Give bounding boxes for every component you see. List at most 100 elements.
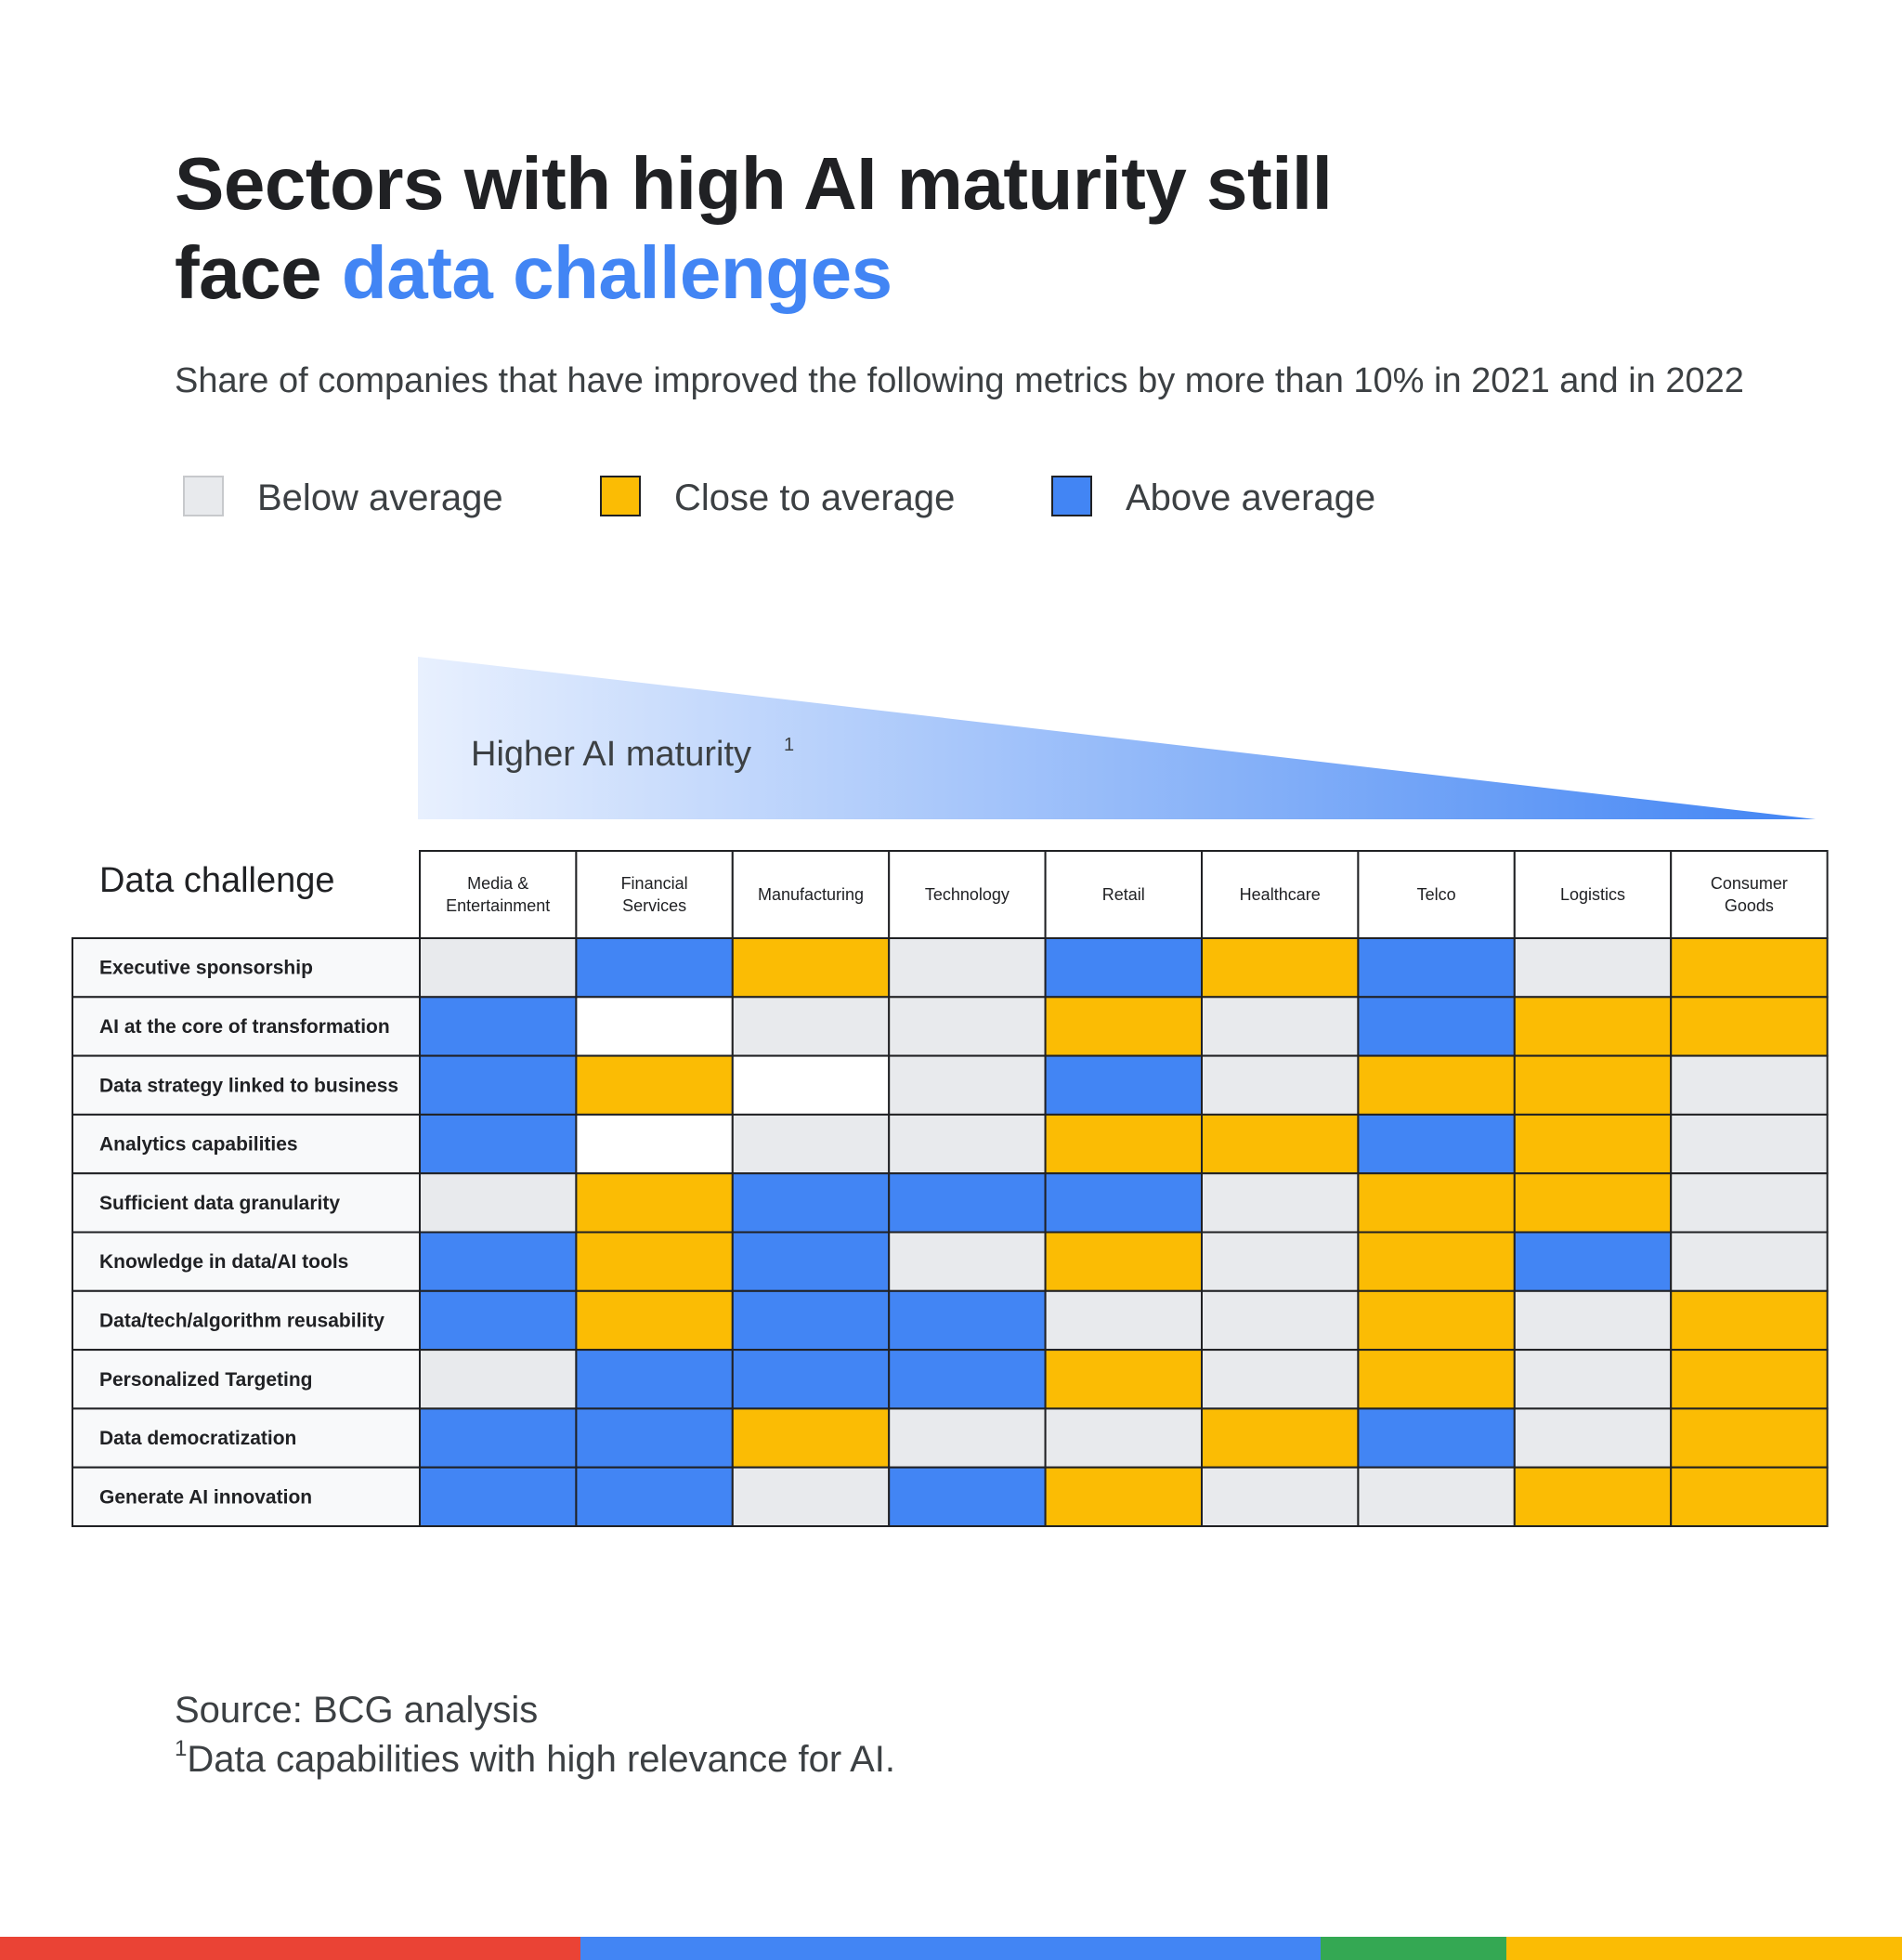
heatmap-cell <box>888 1172 1047 1234</box>
heatmap-cell <box>888 937 1047 999</box>
heatmap-cell <box>419 1466 578 1527</box>
heatmap-cell <box>1044 1231 1203 1292</box>
column-header-line: Telco <box>1417 885 1456 904</box>
column-header-label: Media & Entertainment <box>446 874 550 915</box>
heatmap-cell <box>1513 1289 1673 1352</box>
heatmap-cell <box>419 1231 578 1292</box>
maturity-label: Higher AI maturity <box>471 735 751 774</box>
title-line-2: face data challenges <box>175 229 1753 318</box>
legend-label-below: Below average <box>257 477 503 518</box>
row-label: Analytics capabilities <box>99 1134 298 1156</box>
heatmap-cell <box>1357 1349 1516 1410</box>
title-line-2-prefix: face <box>175 231 342 314</box>
title-line-1: Sectors with high AI maturity still <box>175 142 1333 225</box>
heatmap-cell <box>575 1054 734 1116</box>
heatmap-cell <box>419 996 578 1057</box>
heatmap-cell <box>888 1407 1047 1469</box>
column-header-label: Healthcare <box>1240 885 1321 904</box>
heatmap-cell <box>1201 1289 1360 1352</box>
chart-subtitle: Share of companies that have improved th… <box>175 361 1744 400</box>
heatmap-cell <box>1201 1231 1360 1292</box>
source-note: Source: BCG analysis <box>175 1690 539 1731</box>
column-header-label: Telco <box>1417 885 1456 904</box>
heatmap-cell <box>1044 937 1203 999</box>
heatmap-cell <box>731 1172 891 1234</box>
heatmap-cell <box>731 1289 891 1352</box>
column-header-cell <box>1670 850 1829 939</box>
heatmap-cell <box>1670 1407 1829 1469</box>
heatmap-cell <box>1513 1172 1673 1234</box>
column-header-line: Consumer <box>1711 874 1788 893</box>
footnote-marker: 1 <box>175 1736 188 1761</box>
heatmap-cell <box>731 1231 891 1292</box>
heatmap-cell <box>1201 1054 1360 1116</box>
column-header-line: Technology <box>925 885 1010 904</box>
heatmap-cell <box>1513 1054 1673 1116</box>
maturity-gradient-wedge <box>418 657 1816 819</box>
heatmap-cell <box>419 1289 578 1352</box>
chart-title: Sectors with high AI maturity still face… <box>175 139 1753 318</box>
legend-swatch-below <box>183 476 224 516</box>
column-header-cell <box>419 850 578 939</box>
heatmap-cell <box>419 1407 578 1469</box>
column-header-label: Financial Services <box>621 874 688 915</box>
heatmap-cell <box>731 937 891 999</box>
heatmap-cell <box>1201 1466 1360 1527</box>
heatmap-cell <box>575 996 734 1057</box>
row-label: Personalized Targeting <box>99 1369 313 1391</box>
legend-swatch-close <box>600 476 641 516</box>
heatmap-cell <box>1670 1054 1829 1116</box>
brand-bar-red <box>0 1937 580 1960</box>
row-label: AI at the core of transformation <box>99 1016 390 1038</box>
heatmap-cell <box>1044 1113 1203 1175</box>
column-header-cell <box>575 850 734 939</box>
brand-bar-blue <box>580 1937 1321 1960</box>
heatmap-cell <box>419 1172 578 1234</box>
heatmap-cell <box>1201 1349 1360 1410</box>
heatmap-cell <box>731 1407 891 1469</box>
column-header-cell <box>1044 850 1203 939</box>
heatmap-cell <box>575 1231 734 1292</box>
row-header-label: Data challenge <box>99 861 335 900</box>
footnote-1: 1Data capabilities with high relevance f… <box>175 1735 895 1784</box>
heatmap-cell <box>1357 937 1516 999</box>
heatmap-cell <box>1670 1349 1829 1410</box>
heatmap-cell <box>888 1113 1047 1175</box>
column-header-label: Consumer Goods <box>1711 874 1788 915</box>
column-header-cell <box>1201 850 1360 939</box>
heatmap-cell <box>1670 1466 1829 1527</box>
heatmap-cell <box>419 937 578 999</box>
heatmap-cell <box>731 996 891 1057</box>
row-label-cell <box>72 1113 421 1175</box>
heatmap-cell <box>1670 1231 1829 1292</box>
heatmap-cell <box>1357 1466 1516 1527</box>
row-label-cell <box>72 1289 421 1352</box>
heatmap-chart: Higher AI maturity 1 Data challenge Media &… <box>72 657 1829 1527</box>
heatmap-cell <box>888 1349 1047 1410</box>
heatmap-cell <box>888 1231 1047 1292</box>
heatmap-cell <box>1670 1113 1829 1175</box>
row-label-cell <box>72 1466 421 1527</box>
heatmap-cell <box>1201 1407 1360 1469</box>
title-accent: data challenges <box>341 231 892 314</box>
brand-bar-green <box>1321 1937 1506 1960</box>
column-header-line: Services <box>622 896 686 915</box>
heatmap-cell <box>1044 1054 1203 1116</box>
heatmap-cell <box>1044 1289 1203 1352</box>
row-label: Knowledge in data/AI tools <box>99 1251 348 1273</box>
heatmap-cell <box>1357 1113 1516 1175</box>
heatmap-cell <box>1044 1407 1203 1469</box>
column-header-label: Retail <box>1102 885 1145 904</box>
heatmap-cell <box>1201 937 1360 999</box>
legend-label-above: Above average <box>1126 477 1376 518</box>
heatmap-cell <box>1357 1289 1516 1352</box>
heatmap-cell <box>575 1172 734 1234</box>
brand-color-bar <box>0 1937 1902 1960</box>
column-header-cell <box>731 850 891 939</box>
legend-label-close: Close to average <box>674 477 956 518</box>
heatmap-cell <box>1513 1349 1673 1410</box>
heatmap-cell <box>1044 1349 1203 1410</box>
heatmap-cell <box>1513 1466 1673 1527</box>
heatmap-cell <box>1513 1231 1673 1292</box>
row-label-cell <box>72 1231 421 1292</box>
